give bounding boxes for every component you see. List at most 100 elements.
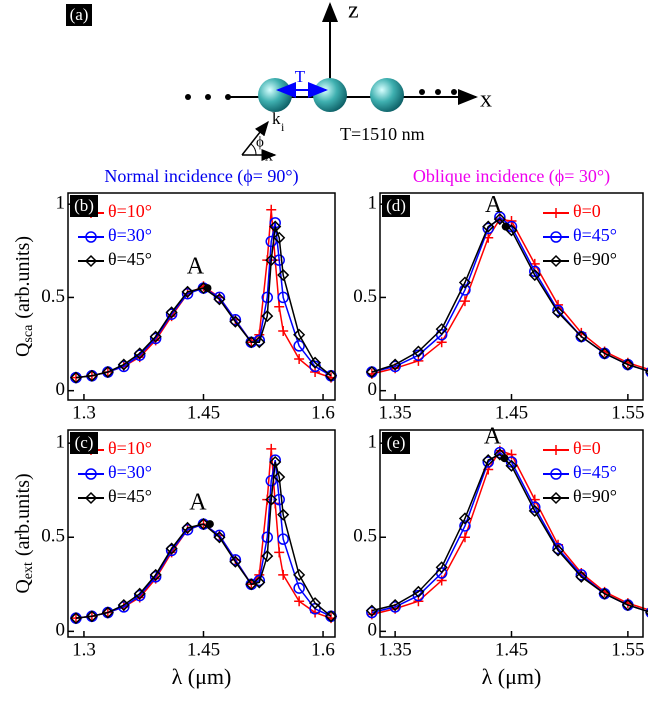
x-tick-label: 1.6 [311, 402, 335, 423]
marker [273, 470, 286, 484]
marker [412, 349, 425, 361]
marker [277, 268, 290, 282]
marker [273, 493, 285, 506]
annotation-point [500, 454, 509, 463]
panel-box [382, 195, 410, 217]
panel-box [382, 432, 410, 454]
x-label: x [480, 87, 492, 113]
marker [165, 544, 178, 557]
marker [261, 291, 274, 304]
z-label: z [348, 0, 359, 24]
marker [365, 604, 378, 617]
marker [621, 358, 634, 371]
y-label-unit: (arb.units) [12, 236, 34, 319]
annotation-point [205, 520, 214, 529]
marker [181, 521, 194, 534]
marker [149, 568, 162, 581]
marker [149, 571, 162, 583]
y-tick-label: 0.5 [41, 286, 65, 307]
marker [261, 531, 274, 544]
y-tick-label: 0.5 [353, 286, 377, 307]
x-tick-label: 1.45 [187, 639, 220, 660]
legend-label: θ=45° [573, 462, 617, 482]
marker [229, 555, 242, 568]
x-axis-label: λ (μm) [172, 664, 232, 689]
panel-box [70, 432, 98, 454]
marker [459, 520, 471, 532]
marker [181, 285, 194, 298]
marker [494, 446, 506, 459]
marker [575, 330, 588, 343]
marker [493, 448, 506, 461]
x-tick-label: 1.35 [379, 402, 412, 423]
marker [269, 455, 282, 469]
marker [309, 597, 322, 610]
y-tick-label: 1 [56, 193, 66, 214]
legend-label: θ=90° [573, 249, 617, 269]
marker [482, 220, 495, 233]
annotation-point [501, 222, 510, 231]
legend-marker [84, 491, 98, 505]
x-tick-label: 1.45 [495, 639, 528, 660]
panel-label: (b) [74, 196, 94, 215]
marker [528, 268, 541, 282]
marker [389, 598, 402, 612]
marker [69, 612, 83, 625]
marker [229, 315, 242, 328]
legend-marker [85, 468, 97, 480]
panel-label: (c) [75, 433, 94, 452]
annotation-label: A [189, 490, 207, 516]
marker [253, 576, 266, 589]
ellipsis [185, 89, 457, 100]
marker [269, 220, 282, 233]
period-label: T [295, 67, 306, 86]
y-label-main: Q [12, 579, 34, 594]
sphere [370, 78, 404, 112]
panel-label: (d) [386, 196, 406, 215]
marker [133, 587, 146, 600]
marker [165, 308, 178, 320]
marker [181, 523, 194, 536]
series-line [75, 226, 332, 379]
marker [277, 508, 290, 521]
y-tick-label: 0 [56, 620, 66, 641]
marker [528, 504, 541, 517]
y-tick-label: 0 [368, 620, 378, 641]
y-axis-label: Qsca (arb.units) [12, 236, 37, 357]
marker [294, 353, 305, 364]
y-tick-label: 0.5 [41, 526, 65, 547]
marker [278, 569, 289, 580]
marker [366, 606, 378, 619]
marker [482, 456, 494, 468]
marker [265, 235, 277, 248]
marker [266, 443, 277, 454]
marker [293, 340, 305, 352]
column-title: Oblique incidence (ϕ= 30°) [413, 166, 610, 187]
y-tick-label: 1 [368, 193, 378, 214]
y-tick-label: 1 [368, 432, 378, 453]
marker [213, 291, 226, 304]
y-tick-label: 0 [368, 379, 378, 400]
marker [133, 349, 146, 361]
marker [309, 356, 322, 369]
period-text: T=1510 nm [340, 124, 425, 144]
marker [458, 512, 472, 525]
panel-label: (e) [387, 433, 406, 452]
sphere [313, 78, 347, 112]
legend-marker [85, 231, 97, 243]
marker [459, 296, 470, 307]
marker [261, 310, 274, 323]
marker [506, 449, 517, 460]
marker [575, 569, 588, 581]
marker [435, 561, 448, 574]
marker [482, 454, 495, 467]
annotation-label: A [187, 254, 205, 280]
legend-label: θ=10° [108, 201, 152, 221]
marker [277, 291, 289, 304]
marker [274, 547, 285, 558]
legend-marker [550, 468, 562, 480]
y-tick-label: 0 [56, 379, 66, 400]
y-label-unit: (arb.units) [12, 473, 34, 556]
marker [412, 345, 425, 358]
x-axis-label: λ (μm) [482, 664, 542, 689]
